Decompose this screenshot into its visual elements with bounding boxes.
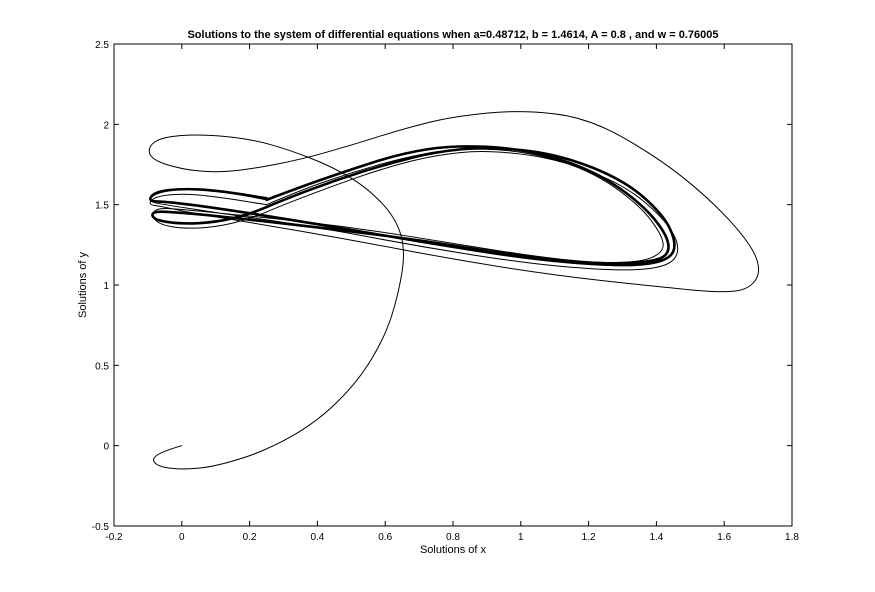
y-tick-label: 2 bbox=[103, 120, 109, 131]
x-tick-label: 0.6 bbox=[378, 532, 392, 543]
x-tick-label: 0 bbox=[179, 532, 185, 543]
y-tick-label: 1.5 bbox=[95, 201, 109, 212]
y-tick-label: -0.5 bbox=[92, 522, 110, 533]
y-tick-label: 0.5 bbox=[95, 361, 109, 372]
x-tick-label: 1 bbox=[518, 532, 524, 543]
plot-area bbox=[113, 43, 793, 527]
x-axis-label: Solutions of x bbox=[420, 544, 487, 556]
x-tick-label: 0.4 bbox=[310, 532, 324, 543]
trajectory-line bbox=[149, 145, 676, 267]
x-tick-label: 0.2 bbox=[243, 532, 257, 543]
y-axis: -0.5 0 0.5 1 1.5 2 2.5 bbox=[92, 40, 792, 533]
x-tick-label: 1.2 bbox=[582, 532, 596, 543]
y-tick-label: 1 bbox=[103, 281, 109, 292]
x-tick-label: 1.6 bbox=[717, 532, 731, 543]
trajectory-line bbox=[149, 148, 679, 271]
trajectory-line bbox=[148, 111, 760, 470]
x-tick-label: -0.2 bbox=[105, 532, 123, 543]
plot-frame bbox=[113, 43, 793, 527]
y-tick-label: 0 bbox=[103, 442, 109, 453]
x-tick-label: 1.8 bbox=[785, 532, 799, 543]
x-tick-label: 1.4 bbox=[649, 532, 663, 543]
x-tick-label: 0.8 bbox=[446, 532, 460, 543]
y-tick-label: 2.5 bbox=[95, 40, 109, 51]
chart-title: Solutions to the system of differential … bbox=[187, 29, 718, 41]
y-axis-label: Solutions of y bbox=[77, 251, 89, 318]
series-group bbox=[148, 111, 760, 470]
x-axis: -0.2 0 0.2 0.4 0.6 0.8 1 1.2 1.4 1.6 1.8 bbox=[105, 44, 799, 543]
